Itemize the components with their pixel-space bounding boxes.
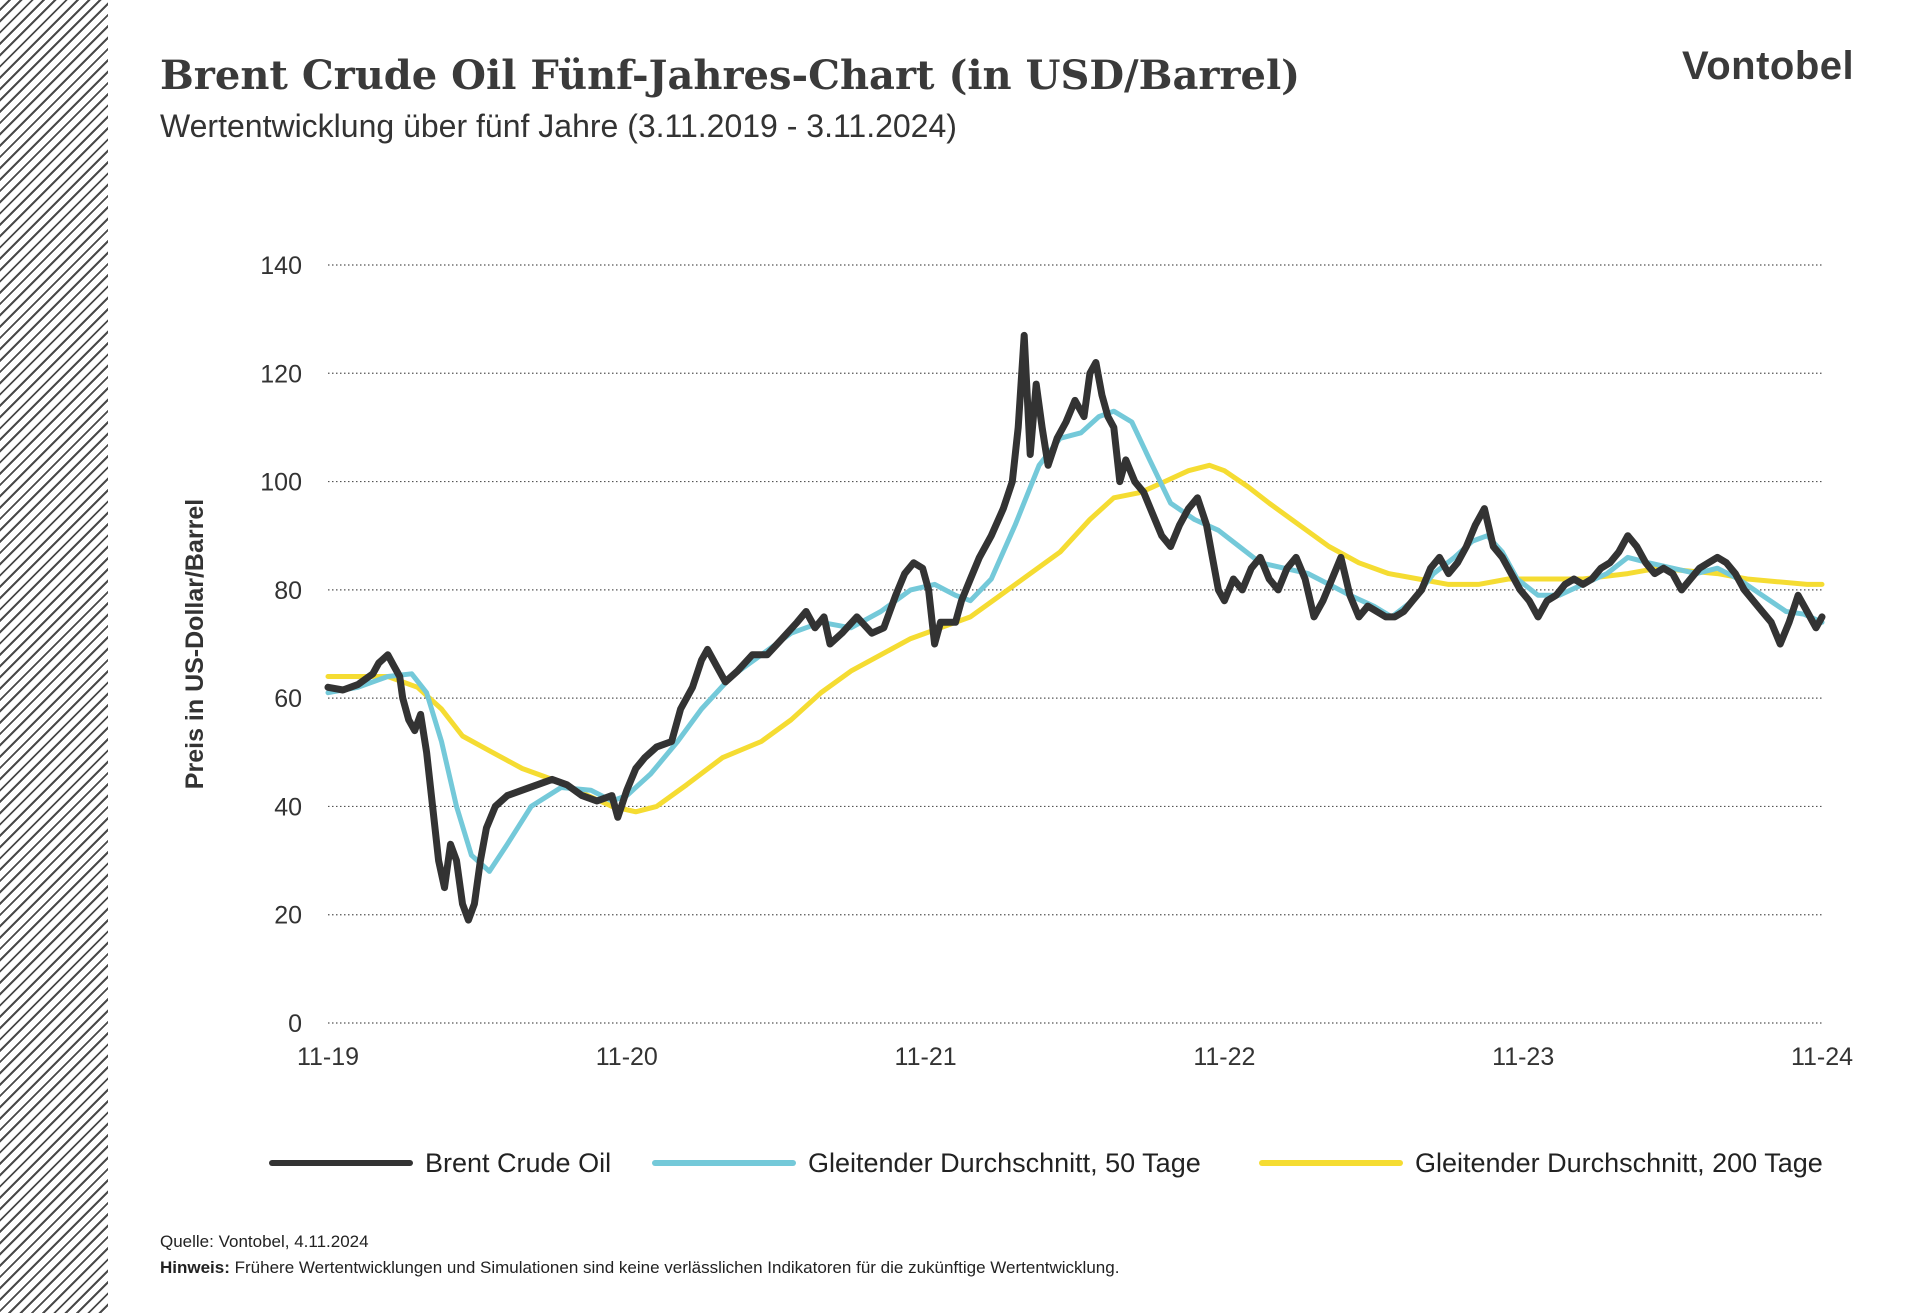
y-tick-label-100: 100 (260, 469, 302, 497)
x-tick-label-11-23: 11-23 (1492, 1043, 1554, 1071)
series-line-ma-200 (325, 462, 1825, 815)
legend-label-0: Brent Crude Oil (425, 1148, 611, 1178)
x-tick-label-11-20: 11-20 (596, 1043, 658, 1071)
y-tick-label-140: 140 (260, 252, 302, 280)
x-tick-label-11-24: 11-24 (1791, 1043, 1853, 1071)
chart-title: Brent Crude Oil Fünf-Jahres-Chart (in US… (160, 52, 1301, 99)
y-tick-label-80: 80 (274, 577, 302, 605)
y-axis-label: Preis in US-Dollar/Barrel (181, 499, 209, 789)
disclaimer-label: Hinweis: (160, 1258, 230, 1277)
disclaimer-note: Hinweis: Frühere Wertentwicklungen und S… (160, 1258, 1119, 1278)
x-tick-label-11-19: 11-19 (297, 1043, 359, 1071)
y-tick-label-0: 0 (288, 1010, 302, 1038)
source-note: Quelle: Vontobel, 4.11.2024 (160, 1232, 369, 1251)
series-line-brent-crude-oil (324, 331, 1826, 924)
chart-subtitle: Wertentwicklung über fünf Jahre (3.11.20… (160, 108, 957, 144)
disclaimer-text: Frühere Wertentwicklungen und Simulation… (229, 1258, 1120, 1277)
vontobel-logo: Vontobel (1682, 44, 1855, 88)
series-line-ma-50 (325, 408, 1825, 874)
legend-label-2: Gleitender Durchschnitt, 200 Tage (1415, 1148, 1823, 1178)
decorative-hatch-stripe (0, 0, 108, 1313)
y-tick-label-20: 20 (274, 902, 302, 930)
x-tick-label-11-21: 11-21 (895, 1043, 957, 1071)
legend-label-1: Gleitender Durchschnitt, 50 Tage (808, 1148, 1201, 1178)
line-chart: 0 20 40 60 80 100 120 140 11-19 11-20 11-21 11-22 11… (181, 252, 1853, 1178)
x-tick-label-11-22: 11-22 (1193, 1043, 1255, 1071)
y-tick-label-60: 60 (274, 685, 302, 713)
y-tick-label-40: 40 (274, 793, 302, 821)
y-tick-label-120: 120 (260, 360, 302, 388)
